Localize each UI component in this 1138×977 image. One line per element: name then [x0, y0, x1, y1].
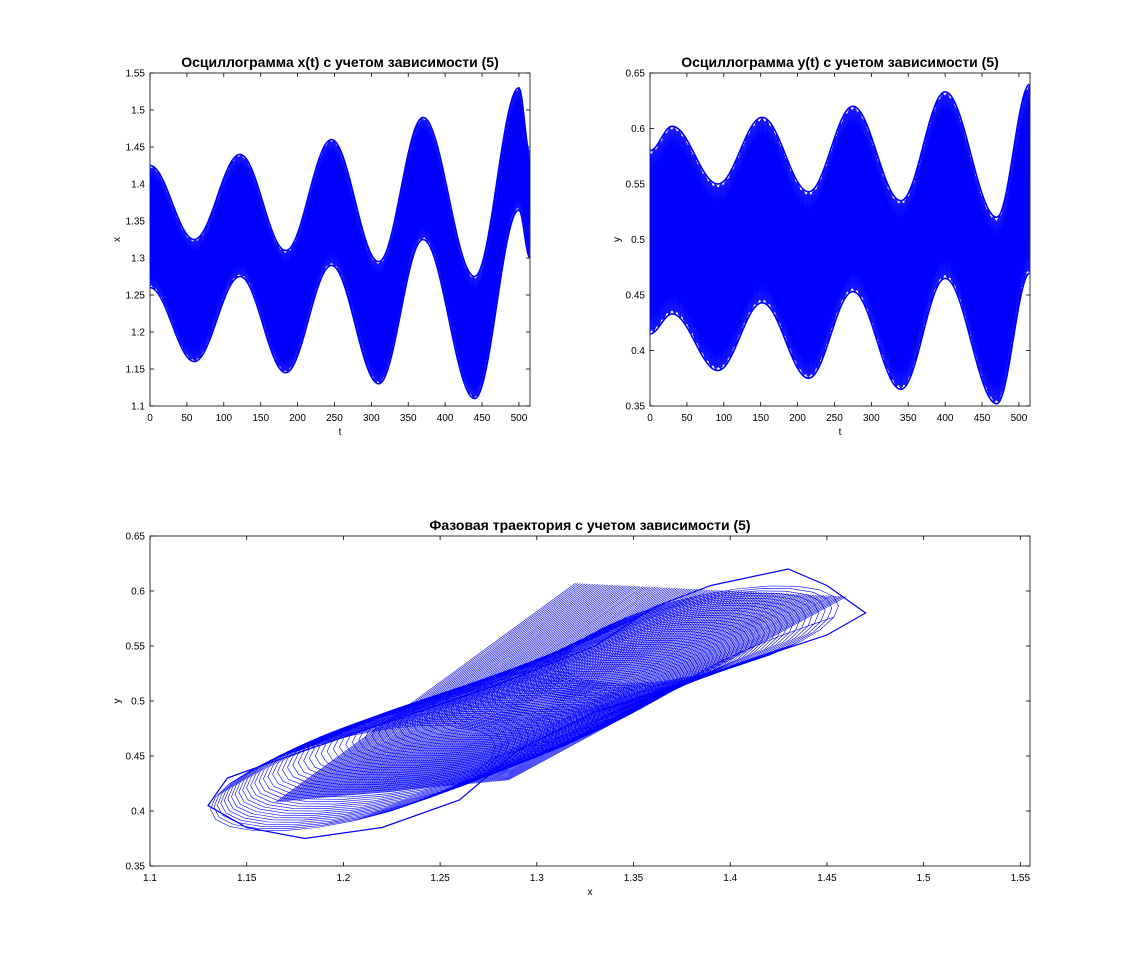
yt-xtick-label: 50 — [681, 413, 693, 424]
xt-xtick-label: 200 — [289, 413, 306, 424]
yt-ytick-label: 0.65 — [626, 69, 646, 80]
xt-ytick-label: 1.35 — [126, 217, 146, 228]
phase-ytick-label: 0.45 — [126, 752, 146, 763]
xt-upper-envelope — [150, 86, 530, 278]
xt-xtick-label: 50 — [181, 413, 193, 424]
xt-xtick-label: 250 — [326, 413, 343, 424]
phase-xtick-label: 1.4 — [723, 873, 737, 884]
xt-ylabel: x — [112, 237, 123, 242]
xt-ytick-label: 1.55 — [126, 69, 146, 80]
yt-ylabel: y — [612, 237, 623, 242]
yt-ytick-label: 0.6 — [631, 124, 645, 135]
phase-ylabel: y — [112, 699, 123, 704]
yt-ytick-label: 0.5 — [631, 235, 645, 246]
xt-title: Осциллограмма x(t) с учетом зависимости … — [181, 54, 499, 70]
yt-xtick-label: 0 — [647, 413, 653, 424]
yt-xtick-label: 400 — [937, 413, 954, 424]
xt-xtick-label: 100 — [215, 413, 232, 424]
xt-axes: 0 50 100 150 200 250 300 350 400 450 500 1.1 1.15 1.2… — [126, 69, 530, 424]
yt-xtick-label: 500 — [1011, 413, 1028, 424]
phase-ytick-label: 0.65 — [126, 532, 146, 543]
yt-axes: 0 50 100 150 200 250 300 350 400 450 500 0.35 0.4 0.4… — [626, 69, 1030, 424]
phase-ytick-label: 0.4 — [131, 807, 145, 818]
xt-xtick-label: 150 — [252, 413, 269, 424]
yt-xlabel: t — [839, 427, 842, 438]
yt-xtick-label: 100 — [715, 413, 732, 424]
yt-upper-envelope — [650, 83, 1030, 219]
xt-xtick-label: 500 — [511, 413, 528, 424]
phase-xtick-label: 1.55 — [1011, 873, 1031, 884]
xt-ytick-label: 1.2 — [131, 328, 145, 339]
xt-xtick-label: 400 — [437, 413, 454, 424]
phase-ytick-label: 0.5 — [131, 697, 145, 708]
yt-ytick-label: 0.4 — [631, 346, 645, 357]
phase-xtick-label: 1.5 — [917, 873, 931, 884]
yt-xtick-label: 150 — [752, 413, 769, 424]
yt-ytick-label: 0.35 — [626, 402, 646, 413]
yt-ytick-label: 0.45 — [626, 291, 646, 302]
phase-xtick-label: 1.3 — [530, 873, 544, 884]
phase-xtick-label: 1.25 — [430, 873, 450, 884]
xt-xlabel: t — [339, 427, 342, 438]
yt-lower-envelope — [650, 272, 1030, 405]
phase-xtick-label: 1.35 — [624, 873, 644, 884]
xt-ytick-label: 1.1 — [131, 402, 145, 413]
phase-title: Фазовая траектория с учетом зависимости … — [429, 517, 750, 533]
yt-xtick-label: 350 — [900, 413, 917, 424]
xt-ytick-label: 1.15 — [126, 365, 146, 376]
phase-trajectory-strands — [275, 583, 847, 803]
phase-xlabel: x — [588, 887, 593, 898]
xt-xtick-label: 450 — [474, 413, 491, 424]
phase-plot-frame — [149, 535, 1031, 867]
phase-ytick-label: 0.55 — [126, 642, 146, 653]
phase-trajectory-outline — [207, 568, 867, 840]
yt-xtick-label: 300 — [863, 413, 880, 424]
xt-ytick-label: 1.25 — [126, 291, 146, 302]
phase-xtick-label: 1.15 — [237, 873, 257, 884]
phase-xtick-label: 1.45 — [817, 873, 837, 884]
xt-ytick-label: 1.3 — [131, 254, 145, 265]
xt-xtick-label: 300 — [363, 413, 380, 424]
phase-ytick-label: 0.35 — [126, 862, 146, 873]
phase-trajectory-loops — [210, 585, 839, 832]
xt-ytick-label: 1.4 — [131, 180, 145, 191]
yt-xtick-label: 450 — [974, 413, 991, 424]
yt-title: Осциллограмма y(t) с учетом зависимости … — [681, 54, 999, 70]
yt-xtick-label: 200 — [789, 413, 806, 424]
yt-ytick-label: 0.55 — [626, 180, 646, 191]
xt-xtick-label: 350 — [400, 413, 417, 424]
xt-ytick-label: 1.5 — [131, 106, 145, 117]
xt-ytick-label: 1.45 — [126, 143, 146, 154]
phase-xtick-label: 1.1 — [143, 873, 157, 884]
phase-axes: 1.1 1.15 1.2 1.25 1.3 1.35 1.4 1.45 1.5 1.55 0.35 0… — [126, 532, 1031, 885]
phase-xtick-label: 1.2 — [336, 873, 350, 884]
yt-xtick-label: 250 — [826, 413, 843, 424]
xt-lower-envelope — [150, 208, 530, 400]
xt-xtick-label: 0 — [147, 413, 153, 424]
phase-ytick-label: 0.6 — [131, 587, 145, 598]
